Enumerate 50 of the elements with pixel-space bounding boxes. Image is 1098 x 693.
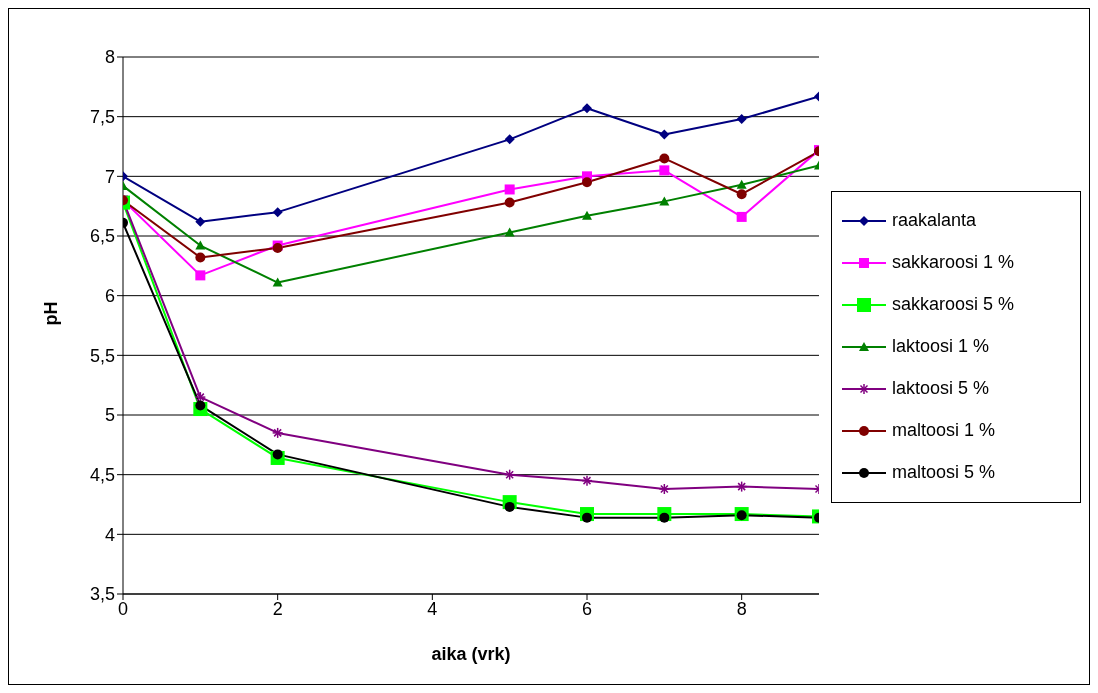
point xyxy=(195,270,206,281)
point xyxy=(272,207,283,218)
y-tick-label: 7,5 xyxy=(89,107,115,128)
point xyxy=(504,501,515,512)
legend-label: maltoosi 5 % xyxy=(892,462,996,483)
y-tick-label: 4,5 xyxy=(89,465,115,486)
point xyxy=(659,129,670,140)
point xyxy=(195,252,206,263)
point xyxy=(504,227,515,237)
legend-label: maltoosi 1 % xyxy=(892,420,996,441)
point xyxy=(582,512,592,523)
y-tick-label: 5 xyxy=(104,405,115,426)
point xyxy=(659,512,670,523)
legend-label: laktoosi 1 % xyxy=(892,336,990,357)
point xyxy=(659,165,670,176)
y-tick-label: 4 xyxy=(104,524,115,545)
x-tick-label: 0 xyxy=(117,598,129,619)
x-tick-label: 8 xyxy=(736,598,747,619)
point xyxy=(582,177,592,188)
point xyxy=(195,240,206,250)
legend-label: laktoosi 5 % xyxy=(892,378,990,399)
x-tick-label: 2 xyxy=(272,598,283,619)
x-axis-title: aika (vrk) xyxy=(431,644,511,664)
point xyxy=(195,216,206,227)
point xyxy=(504,197,515,208)
point xyxy=(736,114,747,125)
y-axis-title: pH xyxy=(41,301,62,326)
point xyxy=(582,210,592,220)
legend-label: sakkaroosi 1 % xyxy=(892,252,1015,273)
y-tick-label: 6,5 xyxy=(89,226,115,247)
point xyxy=(195,400,206,411)
x-tick-label: 4 xyxy=(427,598,438,619)
y-tick-label: 7 xyxy=(104,166,115,187)
point xyxy=(582,103,592,114)
y-tick-label: 6 xyxy=(104,286,115,307)
x-tick-label: 6 xyxy=(581,598,593,619)
point xyxy=(504,184,515,195)
point xyxy=(504,134,515,145)
legend-label: raakalanta xyxy=(892,210,977,231)
point xyxy=(272,449,283,460)
point xyxy=(736,179,747,189)
point xyxy=(659,153,670,164)
legend-label: sakkaroosi 5 % xyxy=(892,294,1015,315)
y-tick-label: 3,5 xyxy=(89,584,115,605)
point xyxy=(736,211,747,222)
y-tick-label: 5,5 xyxy=(89,345,115,366)
y-tick-label: 8 xyxy=(104,47,115,68)
point xyxy=(736,189,747,200)
point xyxy=(272,277,283,287)
point xyxy=(659,196,670,206)
